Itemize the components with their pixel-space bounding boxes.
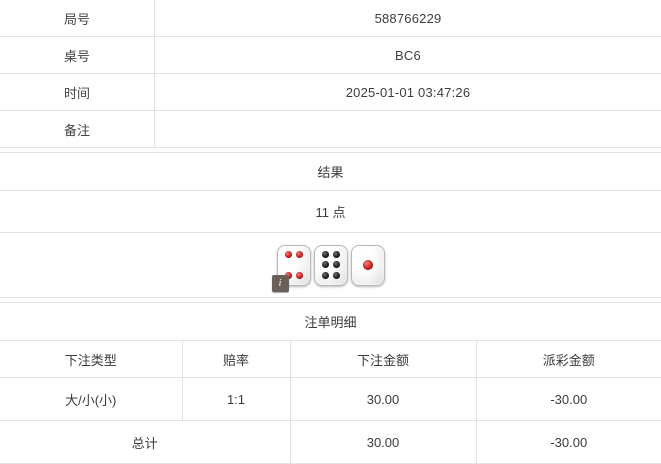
column-header-odds: 赔率 (182, 341, 290, 378)
bet-section-title: 注单明细 (0, 303, 661, 341)
table-row: 时间 2025-01-01 03:47:26 (0, 74, 661, 111)
info-badge-icon[interactable]: i (272, 275, 289, 292)
die-pip (333, 251, 340, 258)
total-amount-value: 30.00 (290, 421, 476, 464)
dice-group: i (0, 245, 661, 286)
table-row: 桌号 BC6 (0, 37, 661, 74)
bet-type-value: 大/小(小) (0, 378, 182, 421)
die-pip (296, 251, 303, 258)
die-pip (363, 260, 373, 270)
die-pip (296, 272, 303, 279)
result-section-title: 结果 (0, 153, 661, 191)
bet-amount-value: 30.00 (290, 378, 476, 421)
die-2-face-6-icon (314, 245, 348, 286)
table-row: 11 点 (0, 191, 661, 233)
bet-detail-table: 注单明细 下注类型 赔率 下注金额 派彩金额 大/小(小) 1:1 30.00 … (0, 302, 661, 464)
die-pip (333, 261, 340, 268)
die-3-face-1-icon (351, 245, 385, 286)
info-label-round-no: 局号 (0, 0, 155, 37)
column-header-bet-type: 下注类型 (0, 341, 182, 378)
table-row: 大/小(小) 1:1 30.00 -30.00 (0, 378, 661, 421)
info-value-time: 2025-01-01 03:47:26 (155, 74, 661, 111)
result-dice-cell: i (0, 233, 661, 298)
bet-odds-value: 1:1 (182, 378, 290, 421)
info-label-table-no: 桌号 (0, 37, 155, 74)
info-label-time: 时间 (0, 74, 155, 111)
die-pip (322, 251, 329, 258)
info-value-remark (155, 111, 661, 148)
bet-table-header-row: 下注类型 赔率 下注金额 派彩金额 (0, 341, 661, 378)
info-value-round-no: 588766229 (155, 0, 661, 37)
result-points-value: 11 点 (0, 191, 661, 233)
total-payout-value: -30.00 (476, 421, 661, 464)
die-pip (285, 251, 292, 258)
column-header-bet-amount: 下注金额 (290, 341, 476, 378)
column-header-payout-amount: 派彩金额 (476, 341, 661, 378)
bet-section-header: 注单明细 (0, 303, 661, 341)
round-info-table: 局号 588766229 桌号 BC6 时间 2025-01-01 03:47:… (0, 0, 661, 148)
table-row-total: 总计 30.00 -30.00 (0, 421, 661, 464)
result-table: 结果 11 点 i (0, 152, 661, 298)
info-label-remark: 备注 (0, 111, 155, 148)
info-value-table-no: BC6 (155, 37, 661, 74)
bet-payout-value: -30.00 (476, 378, 661, 421)
table-row: i (0, 233, 661, 298)
die-pip (322, 272, 329, 279)
die-pip (333, 272, 340, 279)
total-label: 总计 (0, 421, 290, 464)
table-row: 备注 (0, 111, 661, 148)
die-pip (322, 261, 329, 268)
die-1-face-4-icon: i (277, 245, 311, 286)
result-section-header: 结果 (0, 153, 661, 191)
table-row: 局号 588766229 (0, 0, 661, 37)
